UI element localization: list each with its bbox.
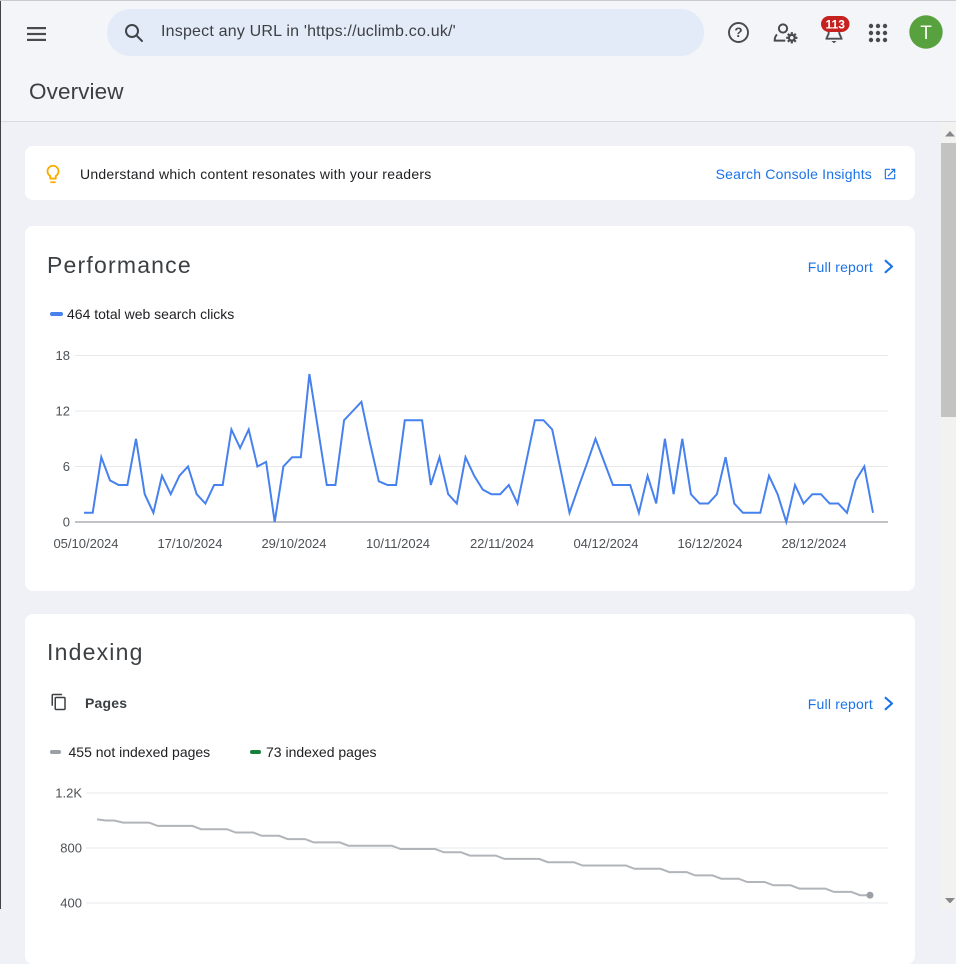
svg-text:T: T (920, 23, 932, 44)
svg-text:05/10/2024: 05/10/2024 (53, 536, 118, 551)
svg-text:04/12/2024: 04/12/2024 (573, 536, 638, 551)
svg-text:400: 400 (60, 896, 82, 910)
svg-text:6: 6 (63, 459, 70, 474)
svg-text:10/11/2024: 10/11/2024 (366, 536, 430, 551)
svg-text:0: 0 (63, 515, 70, 530)
svg-text:28/12/2024: 28/12/2024 (781, 536, 846, 551)
svg-text:1.2K: 1.2K (55, 786, 82, 801)
svg-text:17/10/2024: 17/10/2024 (157, 536, 222, 551)
svg-text:113: 113 (825, 17, 845, 31)
svg-text:22/11/2024: 22/11/2024 (470, 536, 534, 551)
svg-text:12: 12 (56, 404, 70, 419)
svg-text:29/10/2024: 29/10/2024 (261, 536, 326, 551)
svg-text:?: ? (734, 25, 742, 40)
svg-text:18: 18 (56, 348, 70, 363)
svg-text:16/12/2024: 16/12/2024 (677, 536, 742, 551)
svg-text:800: 800 (60, 841, 82, 856)
